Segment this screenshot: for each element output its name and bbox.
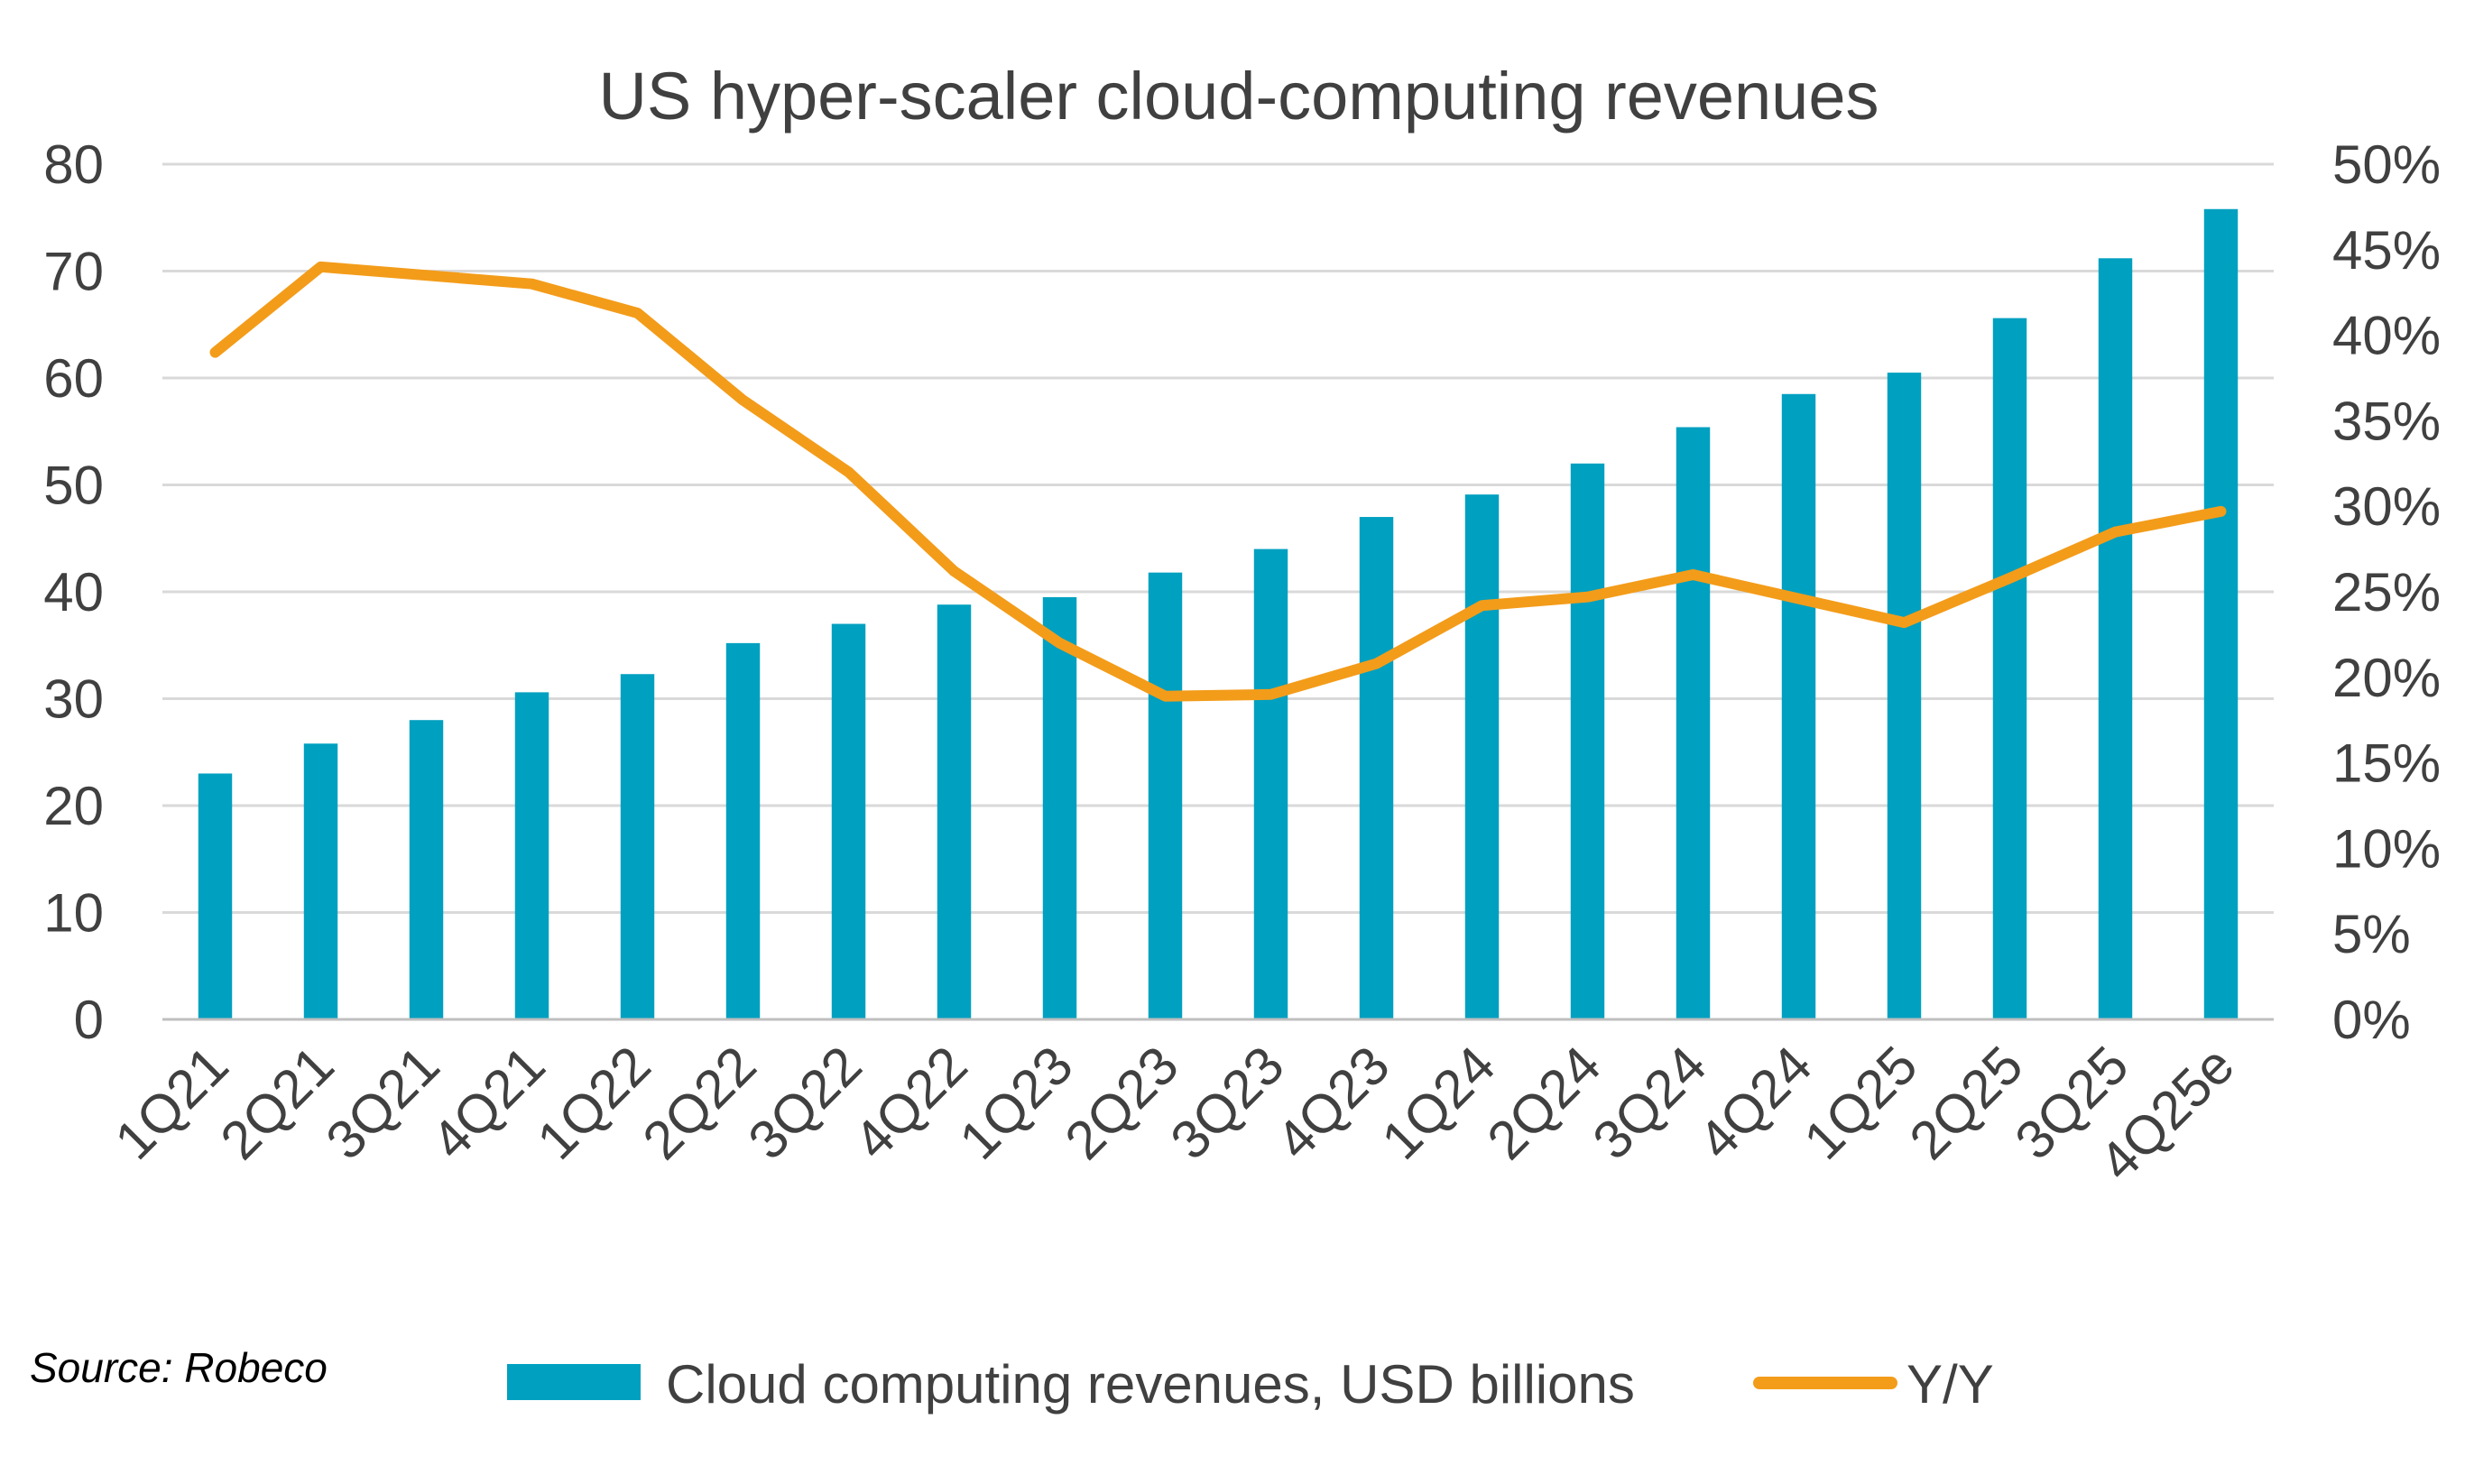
left-tick-label: 0	[74, 990, 104, 1050]
bar-2Q21	[303, 743, 338, 1019]
bar-4Q25e	[2203, 208, 2239, 1019]
right-tick-label: 10%	[2332, 818, 2441, 879]
yoy-point-4Q23	[1375, 662, 1378, 665]
legend-line-label: Y/Y	[1906, 1354, 1994, 1415]
left-tick-label: 40	[43, 562, 104, 622]
left-tick-label: 50	[43, 456, 104, 516]
yoy-point-1Q23	[1058, 641, 1061, 644]
yoy-point-3Q24	[1692, 574, 1694, 576]
legend-bar-swatch	[507, 1364, 641, 1400]
bar-4Q23	[1359, 517, 1394, 1019]
yoy-point-2Q24	[1586, 595, 1589, 598]
yoy-point-2Q22	[742, 399, 744, 401]
bar-3Q24	[1676, 427, 1711, 1019]
right-tick-label: 50%	[2332, 134, 2441, 195]
left-tick-label: 20	[43, 776, 104, 836]
bar-3Q21	[409, 720, 444, 1019]
yoy-point-3Q22	[847, 471, 850, 474]
yoy-point-1Q21	[214, 351, 217, 354]
yoy-point-1Q24	[1481, 604, 1483, 607]
yoy-point-3Q25	[2114, 530, 2117, 533]
right-tick-label: 40%	[2332, 306, 2441, 366]
bar-3Q25	[2098, 258, 2133, 1019]
right-tick-label: 45%	[2332, 220, 2441, 281]
left-tick-label: 60	[43, 348, 104, 409]
left-tick-label: 70	[43, 242, 104, 302]
bar-1Q22	[620, 674, 655, 1019]
chart-title: US hyper-scaler cloud-computing revenues	[598, 59, 1879, 134]
bar-1Q24	[1464, 494, 1500, 1019]
right-tick-label: 35%	[2332, 391, 2441, 451]
bar-4Q24	[1781, 393, 1816, 1019]
bar-series	[198, 208, 2239, 1019]
bar-4Q22	[937, 604, 972, 1019]
yoy-point-2Q23	[1164, 695, 1167, 697]
right-tick-label: 20%	[2332, 648, 2441, 708]
right-tick-label: 15%	[2332, 733, 2441, 794]
bar-3Q23	[1253, 548, 1288, 1019]
left-tick-label: 80	[43, 134, 104, 195]
gridlines	[162, 162, 2274, 1021]
bar-1Q25	[1887, 373, 1922, 1019]
yoy-point-3Q21	[425, 274, 428, 277]
right-tick-label: 25%	[2332, 562, 2441, 622]
bar-1Q23	[1042, 596, 1077, 1019]
yoy-point-1Q22	[636, 311, 639, 314]
legend-bar-label: Cloud computing revenues, USD billions	[666, 1354, 1635, 1415]
bar-2Q25	[1992, 318, 2027, 1019]
left-axis: 0 10 20 30 40 50 60 70 80	[43, 134, 104, 1050]
yoy-point-4Q22	[953, 570, 956, 573]
yoy-point-4Q25e	[2220, 510, 2222, 512]
yoy-line	[209, 261, 2227, 702]
yoy-point-4Q21	[531, 282, 533, 285]
bar-2Q24	[1570, 463, 1605, 1019]
bar-2Q23	[1148, 572, 1183, 1019]
bar-1Q21	[198, 773, 233, 1019]
bar-3Q22	[831, 623, 866, 1019]
left-tick-label: 10	[43, 883, 104, 944]
right-tick-label: 0%	[2332, 990, 2411, 1050]
right-axis: 0% 5% 10% 15% 20% 25% 30% 35% 40% 45% 50%	[2332, 134, 2441, 1050]
bar-4Q21	[514, 692, 549, 1019]
left-tick-label: 30	[43, 669, 104, 730]
legend: Cloud computing revenues, USD billions Y…	[507, 1354, 1994, 1415]
line-series	[209, 261, 2227, 702]
right-tick-label: 30%	[2332, 476, 2441, 537]
yoy-point-4Q24	[1797, 597, 1800, 600]
right-tick-label: 5%	[2332, 904, 2411, 964]
bar-2Q22	[725, 642, 761, 1019]
yoy-point-2Q25	[2008, 576, 2011, 579]
yoy-point-1Q25	[1903, 622, 1906, 624]
source-note: Source: Robeco	[30, 1344, 328, 1391]
yoy-point-2Q21	[319, 265, 322, 268]
yoy-point-3Q23	[1269, 693, 1272, 696]
